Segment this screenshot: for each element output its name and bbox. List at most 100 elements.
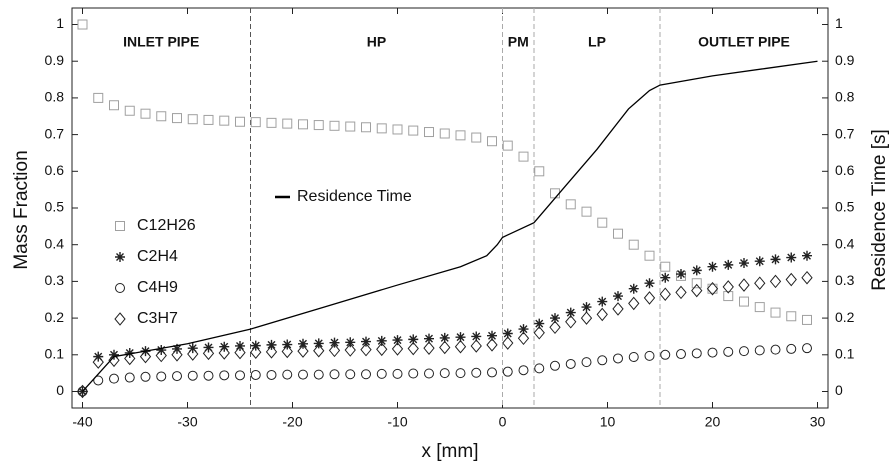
marker-asterisk: [581, 302, 592, 313]
region-label: PM: [508, 34, 529, 50]
marker-diamond: [691, 283, 703, 298]
marker-asterisk: [550, 313, 560, 324]
marker-square: [691, 278, 702, 289]
y-tick-label: 0: [56, 382, 64, 398]
y-tick-label: 0.4: [45, 235, 65, 251]
marker-circle: [93, 375, 104, 386]
marker-square: [534, 166, 545, 177]
marker-diamond: [76, 384, 89, 399]
marker-circle: [329, 369, 340, 380]
marker-asterisk: [613, 291, 623, 302]
region-label: LP: [588, 34, 606, 50]
marker-circle: [313, 369, 324, 380]
region-label: HP: [367, 34, 386, 50]
marker-circle: [565, 358, 576, 369]
marker-diamond: [722, 280, 734, 294]
x-tick-label: 30: [810, 414, 826, 430]
plot-frame: [71, 7, 829, 409]
legend-label: Residence Time: [297, 188, 412, 205]
marker-asterisk: [676, 269, 686, 280]
marker-square: [376, 123, 387, 134]
marker-circle: [628, 351, 639, 362]
marker-asterisk: [455, 332, 466, 343]
marker-diamond: [612, 302, 624, 316]
y-tick-label: 0.2: [45, 309, 65, 325]
marker-square: [739, 296, 749, 307]
marker-diamond: [313, 343, 325, 358]
marker-square: [502, 140, 513, 151]
y2-tick-label: 0.7: [835, 125, 855, 141]
marker-asterisk: [439, 332, 450, 343]
marker-asterisk: [424, 333, 434, 344]
x-tick-label: -20: [282, 414, 302, 430]
marker-diamond: [565, 314, 577, 329]
marker-asterisk: [723, 259, 734, 270]
marker-asterisk: [660, 272, 671, 283]
marker-asterisk: [644, 278, 655, 289]
marker-circle: [770, 344, 781, 355]
marker-square: [93, 92, 104, 103]
marker-square: [124, 105, 135, 116]
marker-diamond: [114, 312, 126, 326]
marker-asterisk: [298, 338, 308, 349]
marker-asterisk: [282, 339, 293, 350]
marker-diamond: [171, 348, 183, 362]
y2-tick-label: 0.4: [835, 235, 855, 251]
marker-diamond: [596, 307, 608, 322]
y2-tick-label: 0.9: [835, 52, 855, 68]
marker-diamond: [454, 339, 467, 354]
marker-square: [802, 314, 812, 325]
marker-circle: [739, 346, 749, 357]
marker-diamond: [344, 343, 356, 357]
marker-diamond: [281, 344, 293, 359]
marker-circle: [250, 369, 261, 380]
marker-diamond: [391, 342, 404, 356]
marker-square: [613, 228, 623, 239]
legend-label: C4H9: [137, 279, 178, 296]
marker-asterisk: [565, 307, 576, 318]
marker-square: [298, 119, 308, 130]
marker-circle: [219, 370, 230, 381]
marker-asterisk: [392, 335, 403, 346]
marker-square: [786, 311, 797, 322]
marker-square: [313, 120, 324, 131]
marker-circle: [187, 370, 198, 381]
marker-square: [235, 116, 245, 127]
marker-circle: [471, 367, 482, 378]
marker-square: [140, 108, 151, 119]
y2-tick-label: 0.1: [835, 345, 855, 361]
marker-diamond: [754, 276, 766, 291]
region-label: OUTLET PIPE: [698, 34, 790, 50]
y-tick-label: 0.7: [45, 125, 65, 141]
y-tick-label: 0.5: [45, 199, 65, 215]
marker-square: [581, 206, 592, 217]
marker-square: [109, 100, 119, 111]
marker-circle: [439, 368, 450, 379]
marker-circle: [707, 347, 718, 358]
marker-asterisk: [266, 339, 277, 350]
marker-square: [770, 307, 781, 318]
marker-square: [250, 117, 261, 128]
marker-circle: [502, 366, 513, 377]
marker-circle: [581, 357, 592, 368]
marker-asterisk: [534, 318, 545, 329]
marker-square: [203, 114, 214, 125]
marker-circle: [298, 369, 308, 380]
marker-square: [424, 127, 434, 138]
marker-diamond: [265, 345, 278, 359]
marker-diamond: [423, 341, 435, 355]
marker-circle: [376, 368, 387, 379]
marker-circle: [660, 349, 671, 360]
legend-label: C12H26: [137, 217, 196, 234]
marker-asterisk: [691, 265, 702, 276]
marker-asterisk: [408, 334, 419, 345]
marker-circle: [361, 369, 371, 380]
marker-diamond: [108, 353, 120, 368]
marker-diamond: [769, 274, 782, 289]
marker-circle: [392, 368, 403, 379]
marker-diamond: [234, 345, 246, 360]
marker-circle: [282, 369, 293, 380]
marker-diamond: [218, 346, 230, 360]
marker-square: [77, 19, 88, 30]
